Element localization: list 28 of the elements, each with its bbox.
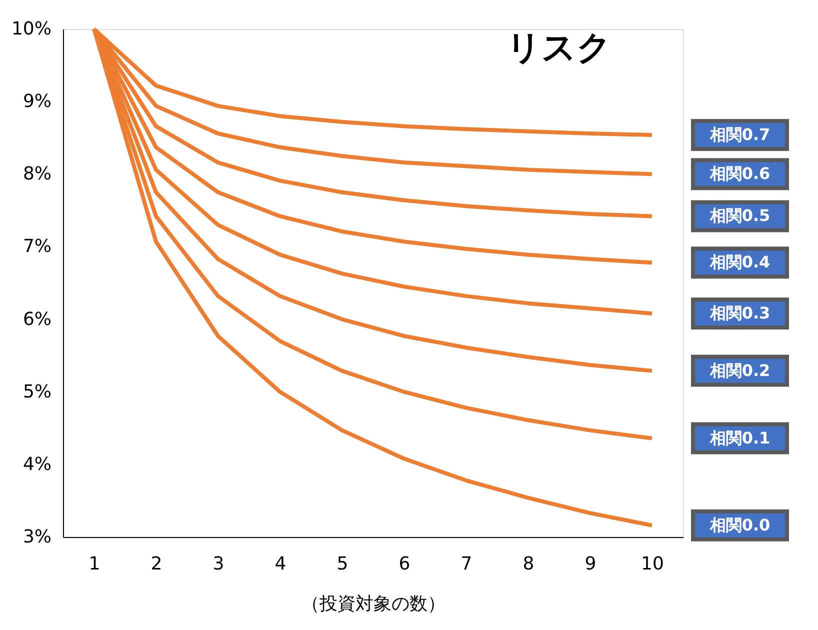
text: 相関0.0 [708,515,770,534]
text: 相関0.5 [708,206,770,226]
x-tick-label: 10 [641,554,664,574]
x-tick-label: 3 [212,554,224,574]
text: 相関0.2 [708,360,770,380]
x-axis-title: （投資対象の数） [302,594,446,614]
y-tick-label: 5% [22,381,52,402]
x-tick-label: 5 [336,554,348,574]
text: 相関0.6 [708,164,770,184]
x-tick-label: 4 [274,554,286,574]
x-tick-label: 7 [460,554,472,574]
text: 相関0.3 [708,303,770,322]
y-tick-label: 10% [11,18,52,40]
annotation: リスク [506,28,612,68]
y-tick-label: 3% [22,526,52,548]
x-tick-label: 9 [584,554,596,574]
x-tick-label: 1 [88,554,100,574]
y-tick-label: 9% [22,91,52,112]
x-tick-label: 2 [150,554,162,574]
text: 相関0.4 [708,252,770,272]
text: 相関0.7 [708,124,770,144]
y-tick-label: 6% [22,308,52,330]
x-tick-label: 8 [522,554,534,574]
y-tick-label: 8% [22,164,52,185]
text: 相関0.1 [708,428,770,448]
y-tick-label: 4% [22,454,52,475]
x-tick-label: 6 [398,554,410,574]
y-tick-label: 7% [22,236,52,258]
